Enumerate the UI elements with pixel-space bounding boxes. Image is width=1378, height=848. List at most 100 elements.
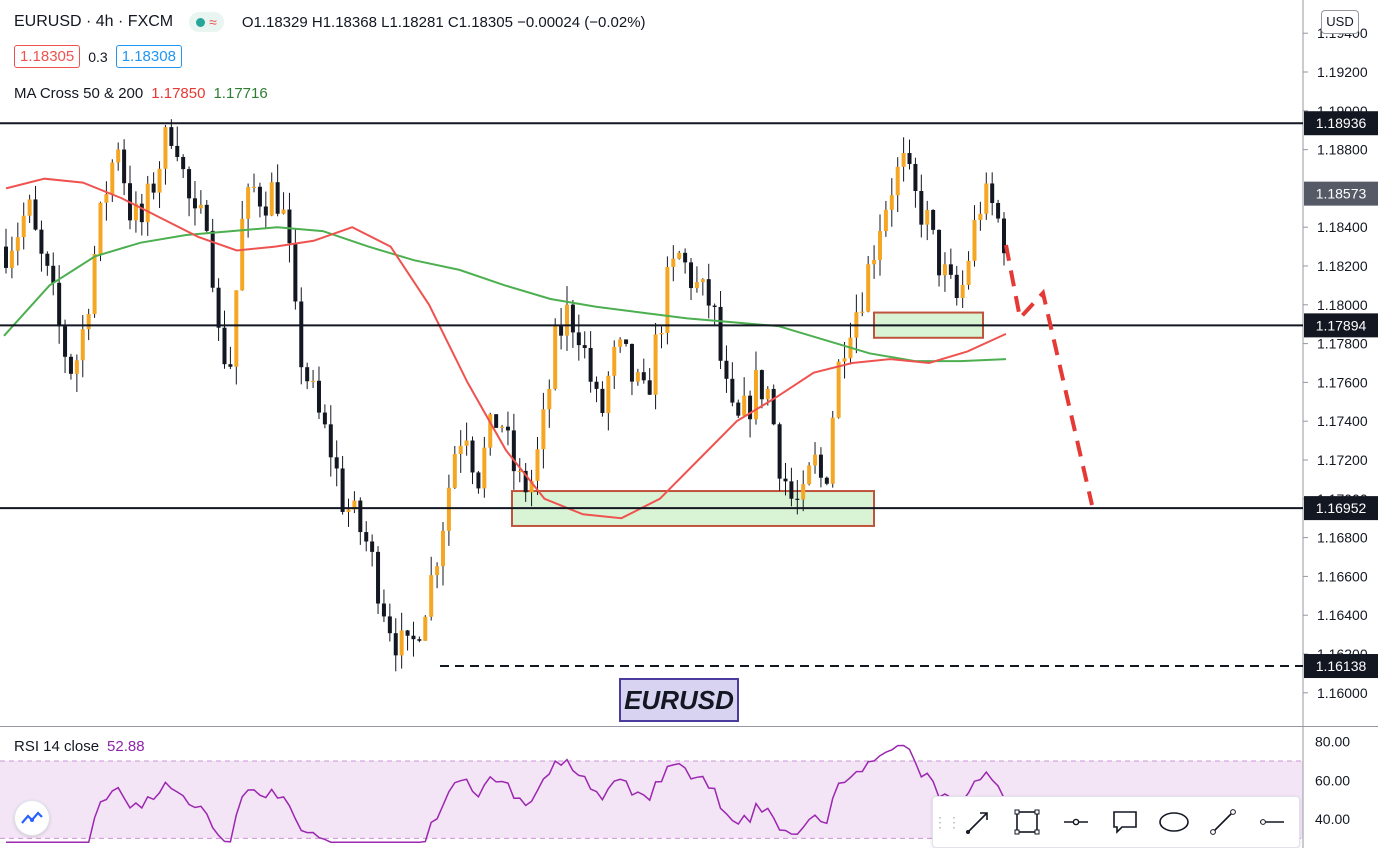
ma-label[interactable]: MA Cross 50 & 200 [14,85,144,102]
ma200-line [3,226,1007,363]
bull-candle [446,487,451,531]
projection-path [1004,244,1094,506]
bear-candle [169,127,174,146]
price-tick-label: 1.17600 [1317,374,1368,390]
sell-button[interactable]: 1.18305 [14,45,81,68]
bear-candle [629,343,634,382]
bear-candle [990,183,995,204]
bull-candle [889,195,894,210]
bull-candle [440,530,445,567]
bear-candle [1002,218,1006,254]
ellipse-tool-icon[interactable] [1149,797,1198,847]
rsi-label[interactable]: RSI 14 close [14,738,100,755]
bull-candle [565,304,570,336]
level-label-bg [1304,313,1378,338]
bull-candle [80,329,85,361]
bull-candle [9,250,14,268]
buy-button[interactable]: 1.18308 [115,45,182,68]
bear-candle [257,186,262,207]
price-chart[interactable]: 1.194001.192001.190001.188001.184001.182… [0,0,1378,727]
level-label-bg [1304,496,1378,521]
bull-candle [813,454,818,466]
bear-candle [51,265,56,283]
close-value: C1.18305 [447,13,513,31]
bear-candle [476,472,481,489]
bull-candle [246,187,251,219]
horizontal-ray-icon[interactable] [1051,797,1100,847]
candles-group [4,119,1006,672]
bull-candle [860,311,865,313]
bear-candle [305,367,310,382]
bear-candle [33,199,38,230]
bull-candle [836,361,841,418]
trend-line-icon[interactable] [1198,797,1247,847]
callout-tool-icon[interactable] [1100,797,1149,847]
bear-candle [712,305,717,307]
bear-candle [689,262,694,289]
level-label: 1.17894 [1316,317,1367,333]
bear-candle [505,426,510,431]
bear-candle [582,345,587,348]
level-label: 1.18936 [1316,115,1367,131]
price-tick-label: 1.17800 [1317,336,1368,352]
trade-panel: 1.18305 0.3 1.18308 [14,45,182,68]
bear-candle [376,551,381,604]
bull-candle [877,231,882,260]
bull-candle [653,334,658,395]
bull-candle [269,182,274,216]
price-tick-label: 1.16400 [1317,607,1368,623]
bull-candle [110,162,115,195]
ma50-value: 1.17850 [151,85,206,102]
symbol-legend: EURUSD · 4h · FXCM ≈ O1.18329 H1.18368 L… [14,12,646,32]
bull-candle [86,314,91,330]
bull-candle [98,202,103,255]
bear-candle [228,364,233,367]
drawing-toolbar: ⋮⋮ [932,796,1300,848]
bull-candle [145,183,150,223]
bull-candle [500,426,505,428]
low-value: L1.18281 [381,13,444,31]
bear-candle [405,630,410,636]
arrow-tool-icon[interactable] [953,797,1002,847]
bull-candle [807,465,812,485]
visibility-toggle[interactable]: ≈ [189,12,224,32]
level-label: 1.16952 [1316,500,1367,516]
horizontal-line-icon[interactable] [1247,797,1296,847]
bear-candle [358,500,363,533]
bull-candle [553,325,558,389]
symbol-title[interactable]: EURUSD · 4h · FXCM [14,13,174,30]
bull-candle [252,186,257,188]
price-tick-label: 1.19200 [1317,64,1368,80]
bull-candle [830,417,835,484]
bear-candle [600,388,605,413]
bull-candle [700,279,705,283]
bear-candle [996,203,1001,219]
bull-candle [104,194,109,203]
bull-candle [612,346,617,376]
bear-candle [913,163,918,191]
eurusd-text-annotation[interactable]: EURUSD [619,678,739,722]
bear-candle [759,370,764,400]
bear-candle [340,468,345,512]
tradingview-logo-icon[interactable] [14,800,50,836]
rectangle-tool-icon[interactable] [1002,797,1051,847]
wave-icon: ≈ [209,14,217,30]
bear-candle [818,454,823,478]
bull-candle [665,267,670,333]
bear-candle [511,430,516,472]
drag-handle-icon[interactable]: ⋮⋮ [933,813,961,830]
bull-candle [234,290,239,367]
bull-candle [488,414,493,448]
bull-candle [311,380,316,383]
bull-candle [517,470,522,473]
bear-candle [683,252,688,263]
bear-candle [954,274,959,299]
status-dot-icon [196,17,206,27]
currency-button[interactable]: USD [1321,10,1359,34]
bull-candle [541,409,546,450]
bear-candle [748,395,753,420]
level-label-bg [1304,654,1378,679]
rsi-tick-label: 80.00 [1315,734,1350,750]
bear-candle [417,639,422,641]
bull-candle [535,449,540,481]
